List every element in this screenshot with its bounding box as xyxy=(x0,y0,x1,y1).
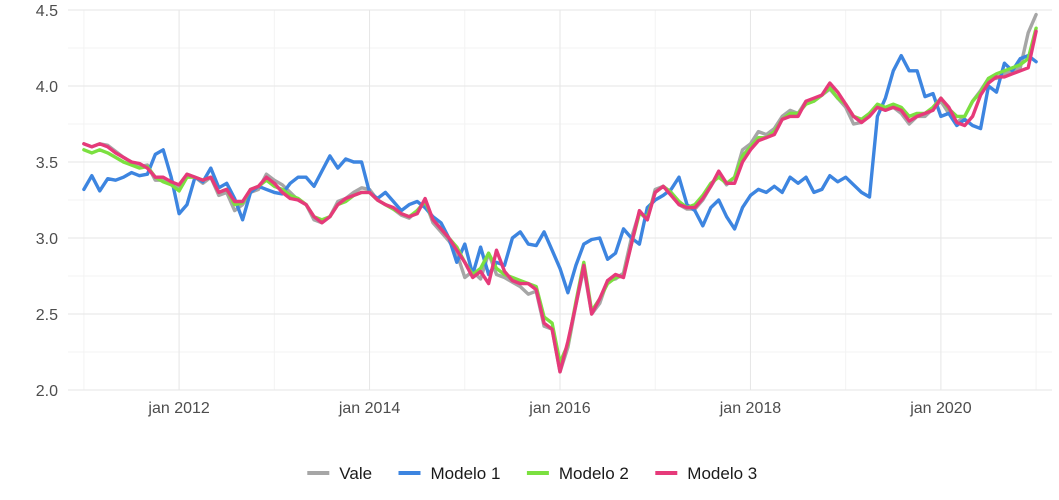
legend-label-modelo-3: Modelo 3 xyxy=(687,464,757,483)
y-tick-label: 3.0 xyxy=(36,231,58,248)
y-tick-label: 4.5 xyxy=(36,3,58,20)
y-tick-label: 3.5 xyxy=(36,155,58,172)
legend-item-vale: Vale xyxy=(307,464,372,483)
legend-label-vale: Vale xyxy=(339,464,372,483)
legend-label-modelo-2: Modelo 2 xyxy=(559,464,629,483)
legend: Vale Modelo 1 Modelo 2 Modelo 3 xyxy=(307,464,757,483)
y-tick-label: 2.5 xyxy=(36,307,58,324)
legend-item-modelo-1: Modelo 1 xyxy=(398,464,501,483)
series-line-modelo-1 xyxy=(82,53,1038,295)
legend-label-modelo-1: Modelo 1 xyxy=(431,464,501,483)
y-axis: 2.0 2.5 3.0 3.5 4.0 4.5 xyxy=(36,3,58,400)
series-lines xyxy=(82,12,1038,374)
y-tick-label: 2.0 xyxy=(36,383,58,400)
x-tick-label: jan 2020 xyxy=(909,400,971,417)
x-tick-label: jan 2012 xyxy=(147,400,209,417)
major-gridlines xyxy=(68,9,1052,391)
x-axis: jan 2012 jan 2014 jan 2016 jan 2018 jan 2020 xyxy=(147,400,971,417)
x-tick-label: jan 2016 xyxy=(528,400,590,417)
x-tick-label: jan 2014 xyxy=(338,400,400,417)
legend-item-modelo-2: Modelo 2 xyxy=(526,464,629,483)
legend-item-modelo-3: Modelo 3 xyxy=(655,464,757,483)
series-line-modelo-3 xyxy=(82,29,1038,374)
x-tick-label: jan 2018 xyxy=(719,400,781,417)
y-tick-label: 4.0 xyxy=(36,79,58,96)
